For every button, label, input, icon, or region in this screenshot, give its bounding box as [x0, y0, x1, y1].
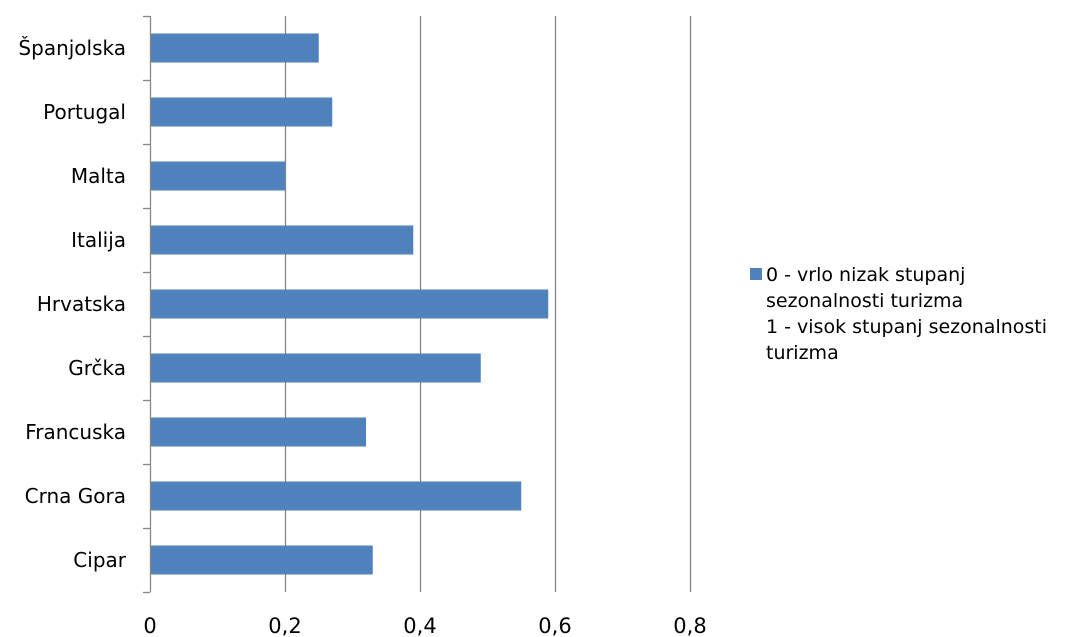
- bar: [150, 481, 522, 511]
- y-tick-label: Francuska: [25, 420, 126, 444]
- x-tick-label: 0,6: [538, 614, 571, 637]
- bar: [150, 353, 481, 383]
- x-tick-label: 0: [143, 614, 156, 637]
- x-tick-label: 0,8: [673, 614, 706, 637]
- bar: [150, 545, 373, 575]
- legend-swatch: [750, 268, 762, 280]
- y-tick-label: Crna Gora: [25, 484, 126, 508]
- bar: [150, 417, 366, 447]
- x-tick-label: 0,2: [268, 614, 301, 637]
- x-tick-label: 0,4: [403, 614, 436, 637]
- y-tick-label: Portugal: [43, 100, 126, 124]
- bar: [150, 289, 549, 319]
- y-tick-label: Grčka: [68, 356, 126, 380]
- y-tick-label: Španjolska: [18, 36, 126, 60]
- bar: [150, 225, 414, 255]
- y-tick-label: Italija: [71, 228, 126, 252]
- y-tick-label: Hrvatska: [37, 292, 126, 316]
- y-tick-label: Malta: [71, 164, 126, 188]
- legend-label: 0 - vrlo nizak stupanj sezonalnosti turi…: [766, 264, 1048, 364]
- bar: [150, 161, 285, 191]
- bar: [150, 97, 333, 127]
- legend: 0 - vrlo nizak stupanj sezonalnosti turi…: [750, 262, 1085, 366]
- y-tick-label: Cipar: [73, 548, 126, 572]
- bar: [150, 33, 319, 63]
